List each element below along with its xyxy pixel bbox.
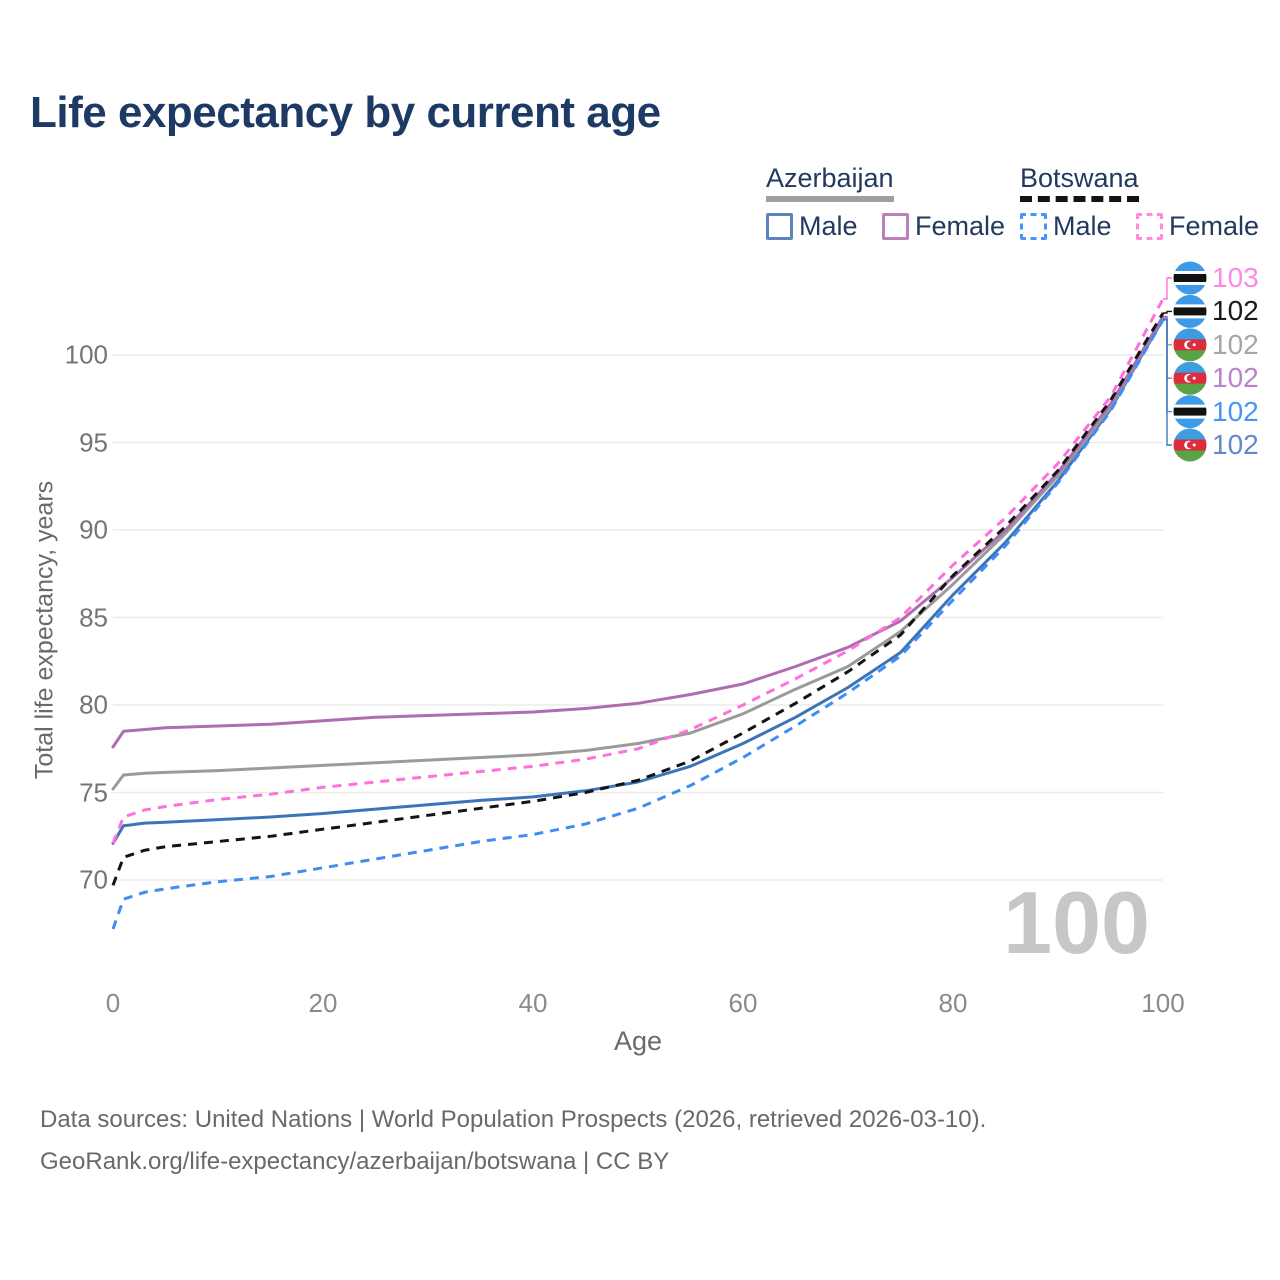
y-tick-label-75: 75: [79, 777, 108, 807]
footer-data-sources: Data sources: United Nations | World Pop…: [40, 1106, 987, 1133]
end-label-azerbaijan-all: 102: [1212, 328, 1259, 360]
series-line-botswana-all[interactable]: [111, 312, 1165, 886]
x-tick-label-20: 20: [308, 988, 338, 1018]
legend-country-botswana[interactable]: Botswana: [1020, 163, 1139, 202]
leader-line-5: [1163, 318, 1172, 446]
checkbox-botswana-male-icon[interactable]: [1020, 213, 1047, 240]
page-title: Life expectancy by current age: [30, 88, 661, 137]
legend-item-label: Female: [1168, 211, 1260, 241]
checkbox-azerbaijan-female-icon[interactable]: [881, 213, 909, 240]
end-label-botswana-female: 103: [1212, 262, 1259, 293]
legend-item-botswana-female[interactable]: Female: [1135, 211, 1260, 242]
legend-item-botswana-male[interactable]: Male: [1020, 211, 1112, 242]
end-label-botswana-all: 102: [1212, 295, 1259, 327]
leader-line-1: [1163, 310, 1172, 314]
y-tick-label-90: 90: [79, 514, 108, 545]
series-line-botswana-female[interactable]: [111, 298, 1165, 844]
y-tick-label-70: 70: [79, 864, 108, 895]
x-axis-title: Age: [613, 1026, 663, 1056]
end-label-botswana-male: 102: [1212, 395, 1259, 427]
leader-line-0: [1163, 277, 1172, 300]
x-tick-label-0: 0: [105, 988, 121, 1018]
age-indicator-watermark: 100: [1003, 873, 1150, 972]
series-line-azerbaijan-female[interactable]: [111, 315, 1165, 749]
azerbaijan-flag-icon: [1173, 361, 1207, 395]
series-line-azerbaijan-all[interactable]: [111, 315, 1165, 791]
x-tick-label-40: 40: [518, 988, 548, 1018]
footer-attribution: GeoRank.org/life-expectancy/azerbaijan/b…: [40, 1148, 670, 1175]
botswana-flag-icon: [1173, 395, 1207, 429]
x-tick-label-60: 60: [728, 988, 758, 1018]
end-label-azerbaijan-female: 102: [1212, 362, 1259, 394]
y-tick-label-80: 80: [79, 689, 108, 720]
legend-group-botswana: Botswana Male Female: [1020, 163, 1279, 245]
series-line-azerbaijan-male[interactable]: [111, 317, 1165, 845]
azerbaijan-flag-icon: [1173, 428, 1207, 462]
y-tick-label-85: 85: [79, 602, 108, 632]
legend-group-azerbaijan: Azerbaijan Male Female: [766, 163, 1025, 245]
checkbox-azerbaijan-male-icon[interactable]: [766, 213, 793, 240]
series-line-botswana-male[interactable]: [111, 319, 1165, 930]
y-tick-label-100: 100: [64, 339, 108, 370]
legend-item-azerbaijan-male[interactable]: Male: [766, 211, 858, 242]
legend-item-label: Male: [1053, 211, 1112, 241]
azerbaijan-flag-icon: [1173, 328, 1207, 362]
legend-item-label: Female: [914, 211, 1006, 241]
checkbox-botswana-female-icon[interactable]: [1135, 213, 1163, 240]
end-label-azerbaijan-male: 102: [1212, 429, 1259, 460]
legend-item-label: Male: [799, 211, 858, 241]
y-tick-label-95: 95: [79, 427, 108, 457]
x-tick-label-80: 80: [938, 988, 968, 1018]
botswana-flag-icon: [1173, 261, 1207, 295]
botswana-flag-icon: [1173, 294, 1207, 328]
legend-item-azerbaijan-female[interactable]: Female: [881, 211, 1006, 242]
x-tick-label-100: 100: [1141, 988, 1185, 1018]
legend-country-azerbaijan[interactable]: Azerbaijan: [766, 163, 894, 202]
